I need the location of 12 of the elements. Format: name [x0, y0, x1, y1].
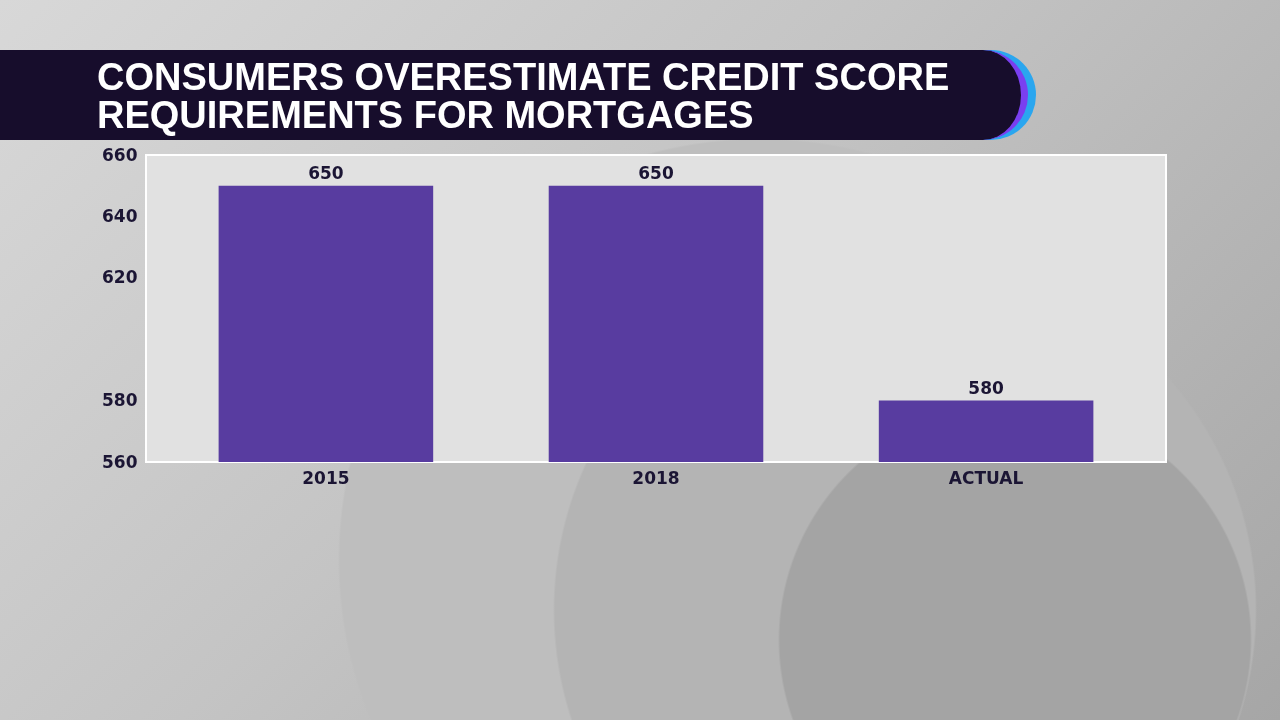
y-tick-label: 660 — [102, 144, 138, 165]
y-tick-label: 640 — [102, 205, 138, 226]
y-tick-label: 620 — [102, 267, 138, 288]
y-tick-label: 580 — [102, 390, 138, 411]
chart-title: CONSUMERS OVERESTIMATE CREDIT SCORE REQUIREMENTS FOR MORTGAGES — [97, 56, 951, 136]
y-tick-label: 560 — [102, 451, 138, 472]
data-label: 650 — [638, 162, 674, 183]
x-tick-label: ACTUAL — [948, 467, 1024, 488]
data-label: 580 — [968, 377, 1004, 398]
x-tick-label: 2015 — [302, 467, 350, 488]
data-label: 650 — [308, 162, 344, 183]
x-tick-label: 2018 — [632, 467, 680, 488]
